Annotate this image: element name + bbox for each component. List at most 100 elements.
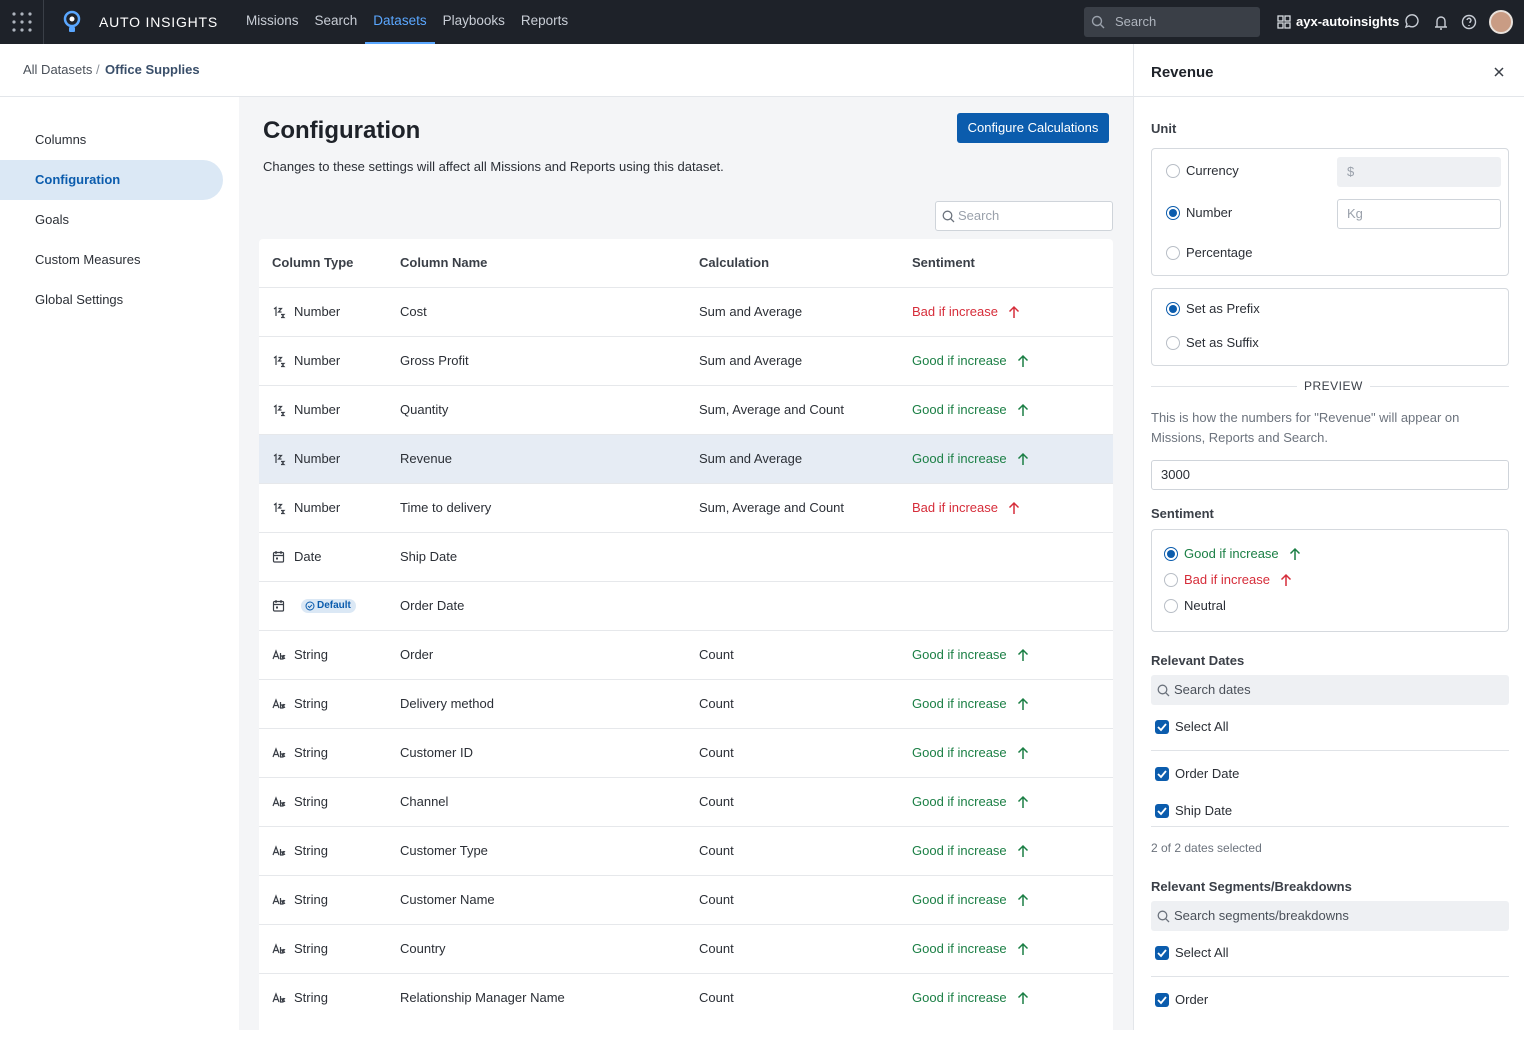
breadcrumb: All Datasets / Office Supplies: [0, 44, 1133, 97]
column-type: String: [294, 778, 328, 825]
arrow-up-icon: [1017, 648, 1029, 662]
unit-input[interactable]: Kg: [1337, 199, 1501, 229]
radio[interactable]: [1164, 547, 1178, 561]
table-row[interactable]: StringCustomer NameCountGood if increase: [259, 875, 1113, 924]
section-label: Unit: [1151, 121, 1176, 136]
nav-link[interactable]: Datasets: [365, 0, 434, 44]
type-icon: [272, 354, 287, 368]
radio[interactable]: [1164, 573, 1178, 587]
avatar[interactable]: [1489, 10, 1513, 34]
arrow-up-icon: [1017, 746, 1029, 760]
search-input[interactable]: Search dates: [1151, 675, 1509, 705]
arrow-up-icon: [1289, 547, 1301, 561]
arrow-up-icon: [1008, 305, 1020, 319]
breadcrumb-link[interactable]: All Datasets: [23, 62, 92, 77]
radio-label: Number: [1186, 205, 1232, 220]
checkbox[interactable]: [1155, 946, 1169, 960]
table-row[interactable]: StringOrderCountGood if increase: [259, 630, 1113, 679]
column-type: Date: [294, 533, 321, 580]
checkbox[interactable]: [1155, 993, 1169, 1007]
table-row[interactable]: NumberRevenueSum and AverageGood if incr…: [259, 434, 1113, 483]
type-icon: [272, 893, 287, 907]
type-icon: [272, 452, 287, 466]
search-icon: [1157, 910, 1170, 923]
radio[interactable]: [1166, 246, 1180, 260]
radio-label: Percentage: [1186, 245, 1253, 260]
checkbox[interactable]: [1155, 767, 1169, 781]
arrow-up-icon: [1017, 403, 1029, 417]
radio-label: Currency: [1186, 163, 1239, 178]
configure-button[interactable]: Configure Calculations: [957, 113, 1109, 143]
arrow-up-icon: [1008, 501, 1020, 515]
sidebar-item[interactable]: Columns: [0, 120, 223, 160]
radio[interactable]: [1166, 302, 1180, 316]
sidebar-item[interactable]: Goals: [0, 200, 223, 240]
radio[interactable]: [1166, 336, 1180, 350]
nav-link[interactable]: Search: [315, 0, 358, 44]
panel-title: Revenue: [1151, 64, 1214, 81]
sentiment: Good if increase: [912, 778, 1007, 825]
column-type: Number: [294, 386, 340, 433]
table-row[interactable]: NumberQuantitySum, Average and CountGood…: [259, 385, 1113, 434]
radio[interactable]: [1164, 599, 1178, 613]
table-row[interactable]: NumberCostSum and AverageBad if increase: [259, 287, 1113, 336]
table-row[interactable]: NumberGross ProfitSum and AverageGood if…: [259, 336, 1113, 385]
table-search[interactable]: Search: [935, 201, 1113, 231]
calculation: Sum and Average: [699, 435, 802, 482]
table-row[interactable]: DateShip Date: [259, 532, 1113, 581]
close-button[interactable]: [1494, 67, 1504, 77]
arrow-up-icon: [1017, 844, 1029, 858]
column-name: Quantity: [400, 386, 448, 433]
calculation: Count: [699, 974, 734, 1021]
section-label: Relevant Dates: [1151, 653, 1244, 668]
checkbox[interactable]: [1155, 720, 1169, 734]
sentiment: Good if increase: [912, 386, 1007, 433]
table-row[interactable]: StringCustomer TypeCountGood if increase: [259, 826, 1113, 875]
type-icon: [272, 648, 287, 662]
brand: AUTO INSIGHTS: [99, 0, 218, 44]
nav-link[interactable]: Missions: [246, 0, 299, 44]
search-placeholder: Search dates: [1174, 682, 1251, 697]
column-type: String: [294, 876, 328, 923]
table-row[interactable]: NumberTime to deliverySum, Average and C…: [259, 483, 1113, 532]
logo: [63, 10, 81, 34]
nav-link[interactable]: Playbooks: [443, 0, 505, 44]
sidebar-item[interactable]: Configuration: [0, 160, 223, 200]
type-icon: [272, 403, 287, 417]
table-row[interactable]: StringDelivery methodCountGood if increa…: [259, 679, 1113, 728]
search-input[interactable]: Search segments/breakdowns: [1151, 901, 1509, 931]
column-type: Number: [294, 484, 340, 531]
table-row[interactable]: StringRelationship Manager NameCountGood…: [259, 973, 1113, 1022]
section-label: Relevant Segments/Breakdowns: [1151, 879, 1352, 894]
checkbox-label: Order Date: [1175, 766, 1239, 781]
calculation: Count: [699, 778, 734, 825]
workspace[interactable]: ayx-autoinsights: [1296, 0, 1399, 44]
sidebar-item[interactable]: Global Settings: [0, 280, 223, 320]
search-placeholder: Search: [1115, 7, 1156, 37]
table-row[interactable]: StringChannelCountGood if increase: [259, 777, 1113, 826]
nav-link[interactable]: Reports: [521, 0, 568, 44]
detail-panel: Revenue Unit PREVIEW This is how the num…: [1133, 44, 1524, 1030]
sentiment: Good if increase: [912, 974, 1007, 1021]
radio[interactable]: [1166, 164, 1180, 178]
page-title: Configuration: [263, 117, 420, 145]
table-row[interactable]: DefaultOrder Date: [259, 581, 1113, 630]
checkbox-label: Select All: [1175, 719, 1228, 734]
checkbox[interactable]: [1155, 804, 1169, 818]
global-search[interactable]: Search: [1084, 7, 1260, 37]
header-icons[interactable]: [1404, 13, 1484, 31]
preview-input[interactable]: 3000: [1151, 460, 1509, 490]
search-placeholder: Search: [958, 202, 999, 230]
arrow-up-icon: [1017, 452, 1029, 466]
sentiment: Good if increase: [912, 680, 1007, 727]
columns-table: Column TypeColumn NameCalculationSentime…: [259, 239, 1113, 1039]
checkbox-label: Select All: [1175, 945, 1228, 960]
app-menu-icon[interactable]: [11, 11, 33, 33]
table-row[interactable]: StringCustomer IDCountGood if increase: [259, 728, 1113, 777]
radio[interactable]: [1166, 206, 1180, 220]
calculation: Count: [699, 729, 734, 776]
column-name: Order: [400, 631, 433, 678]
table-row[interactable]: StringCountryCountGood if increase: [259, 924, 1113, 973]
sidebar-item[interactable]: Custom Measures: [0, 240, 223, 280]
column-type: String: [294, 680, 328, 727]
